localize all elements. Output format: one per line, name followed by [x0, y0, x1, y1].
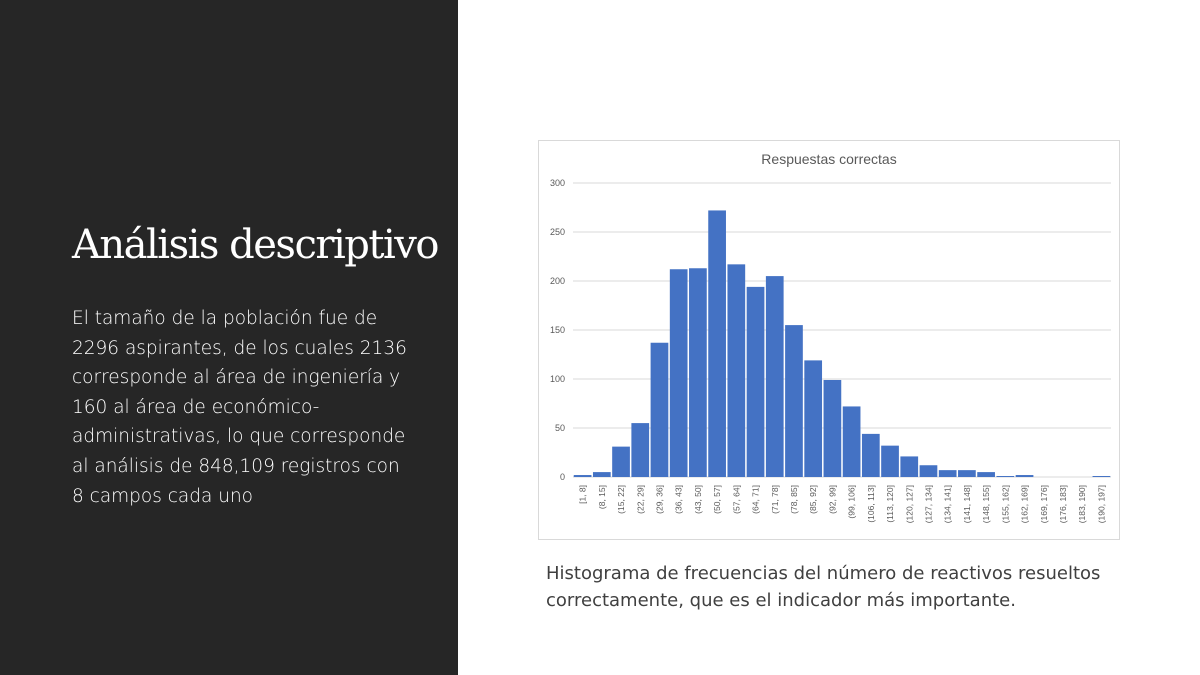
- histogram-bar: [612, 446, 630, 477]
- histogram-bar: [804, 360, 823, 477]
- y-tick-label: 0: [560, 472, 565, 482]
- x-tick-label: (57, 64]: [731, 485, 741, 514]
- histogram-bar: [881, 445, 899, 477]
- histogram-bar: [1015, 475, 1034, 477]
- y-tick-label: 300: [550, 178, 565, 188]
- chart-caption: Histograma de frecuencias del número de …: [546, 563, 1101, 611]
- histogram-bar: [977, 472, 995, 477]
- x-tick-label: (64, 71]: [751, 485, 761, 514]
- y-tick-label: 50: [555, 423, 565, 433]
- x-tick-label: (71, 78]: [770, 485, 780, 514]
- histogram-bar: [631, 423, 650, 477]
- slide-body-text: El tamaño de la población fue de 2296 as…: [72, 308, 407, 507]
- x-tick-label: (120, 127]: [904, 485, 914, 523]
- x-tick-label: (99, 106]: [847, 485, 857, 519]
- x-tick-label: (141, 148]: [962, 485, 972, 523]
- histogram-bar: [958, 470, 976, 477]
- x-tick-label: (190, 197]: [1096, 485, 1106, 523]
- histogram-bar: [842, 406, 861, 477]
- x-tick-label: (162, 169]: [1020, 485, 1030, 523]
- x-tick-label: (43, 50]: [693, 485, 703, 514]
- x-tick-label: (15, 22]: [616, 485, 626, 514]
- x-tick-label: (78, 85]: [789, 485, 799, 514]
- histogram-bar: [785, 325, 803, 477]
- histogram-bar: [938, 470, 957, 477]
- histogram-bar: [996, 476, 1015, 477]
- chart-bars: [573, 210, 1111, 477]
- histogram-bar: [669, 269, 688, 477]
- slide-title: Análisis descriptivo: [72, 222, 439, 268]
- x-tick-label: (50, 57]: [712, 485, 722, 514]
- histogram-bar: [900, 456, 919, 477]
- histogram-bar: [765, 276, 784, 477]
- y-tick-label: 250: [550, 227, 565, 237]
- histogram-bar: [573, 475, 592, 477]
- x-tick-label: (92, 99]: [827, 485, 837, 514]
- histogram-bar: [919, 465, 938, 477]
- histogram-bar: [592, 472, 611, 477]
- histogram-bar: [746, 286, 765, 477]
- histogram-bar: [727, 264, 746, 477]
- x-tick-label: (113, 120]: [885, 485, 895, 523]
- x-tick-label: (29, 36]: [654, 485, 664, 514]
- histogram-bar: [1092, 476, 1111, 477]
- x-tick-label: [1, 8]: [578, 485, 588, 504]
- title-panel: Análisis descriptivo El tamaño de la pob…: [0, 0, 458, 675]
- x-tick-label: (155, 162]: [1000, 485, 1010, 523]
- histogram-bar: [861, 433, 880, 477]
- x-tick-label: (183, 190]: [1077, 485, 1087, 523]
- y-tick-label: 100: [550, 374, 565, 384]
- y-axis-ticks: 0 50 100 150 200 250 300: [550, 178, 565, 482]
- x-tick-label: (8, 15]: [597, 485, 607, 509]
- x-tick-label: (148, 155]: [981, 485, 991, 523]
- x-tick-label: (85, 92]: [808, 485, 818, 514]
- histogram-bar: [708, 210, 726, 477]
- y-tick-label: 200: [550, 276, 565, 286]
- y-tick-label: 150: [550, 325, 565, 335]
- histogram-bar: [650, 342, 669, 477]
- histogram-bar: [689, 268, 707, 477]
- chart-title: Respuestas correctas: [761, 151, 896, 167]
- x-tick-label: (36, 43]: [674, 485, 684, 514]
- x-tick-label: (22, 29]: [635, 485, 645, 514]
- x-tick-label: (169, 176]: [1039, 485, 1049, 523]
- histogram-svg: Respuestas correctas 050100150200250300 …: [550, 151, 1111, 523]
- histogram-chart: Respuestas correctas 0 50 100 150 200 250 300 …: [538, 140, 1120, 540]
- x-tick-label: (134, 141]: [943, 485, 953, 523]
- x-axis-ticks: [1, 8] (8, 15] (15, 22] (22, 29] (29, 36] (36…: [578, 485, 1107, 523]
- x-tick-label: (106, 113]: [866, 485, 876, 523]
- x-tick-label: (176, 183]: [1058, 485, 1068, 523]
- x-tick-label: (127, 134]: [923, 485, 933, 523]
- histogram-bar: [823, 379, 842, 477]
